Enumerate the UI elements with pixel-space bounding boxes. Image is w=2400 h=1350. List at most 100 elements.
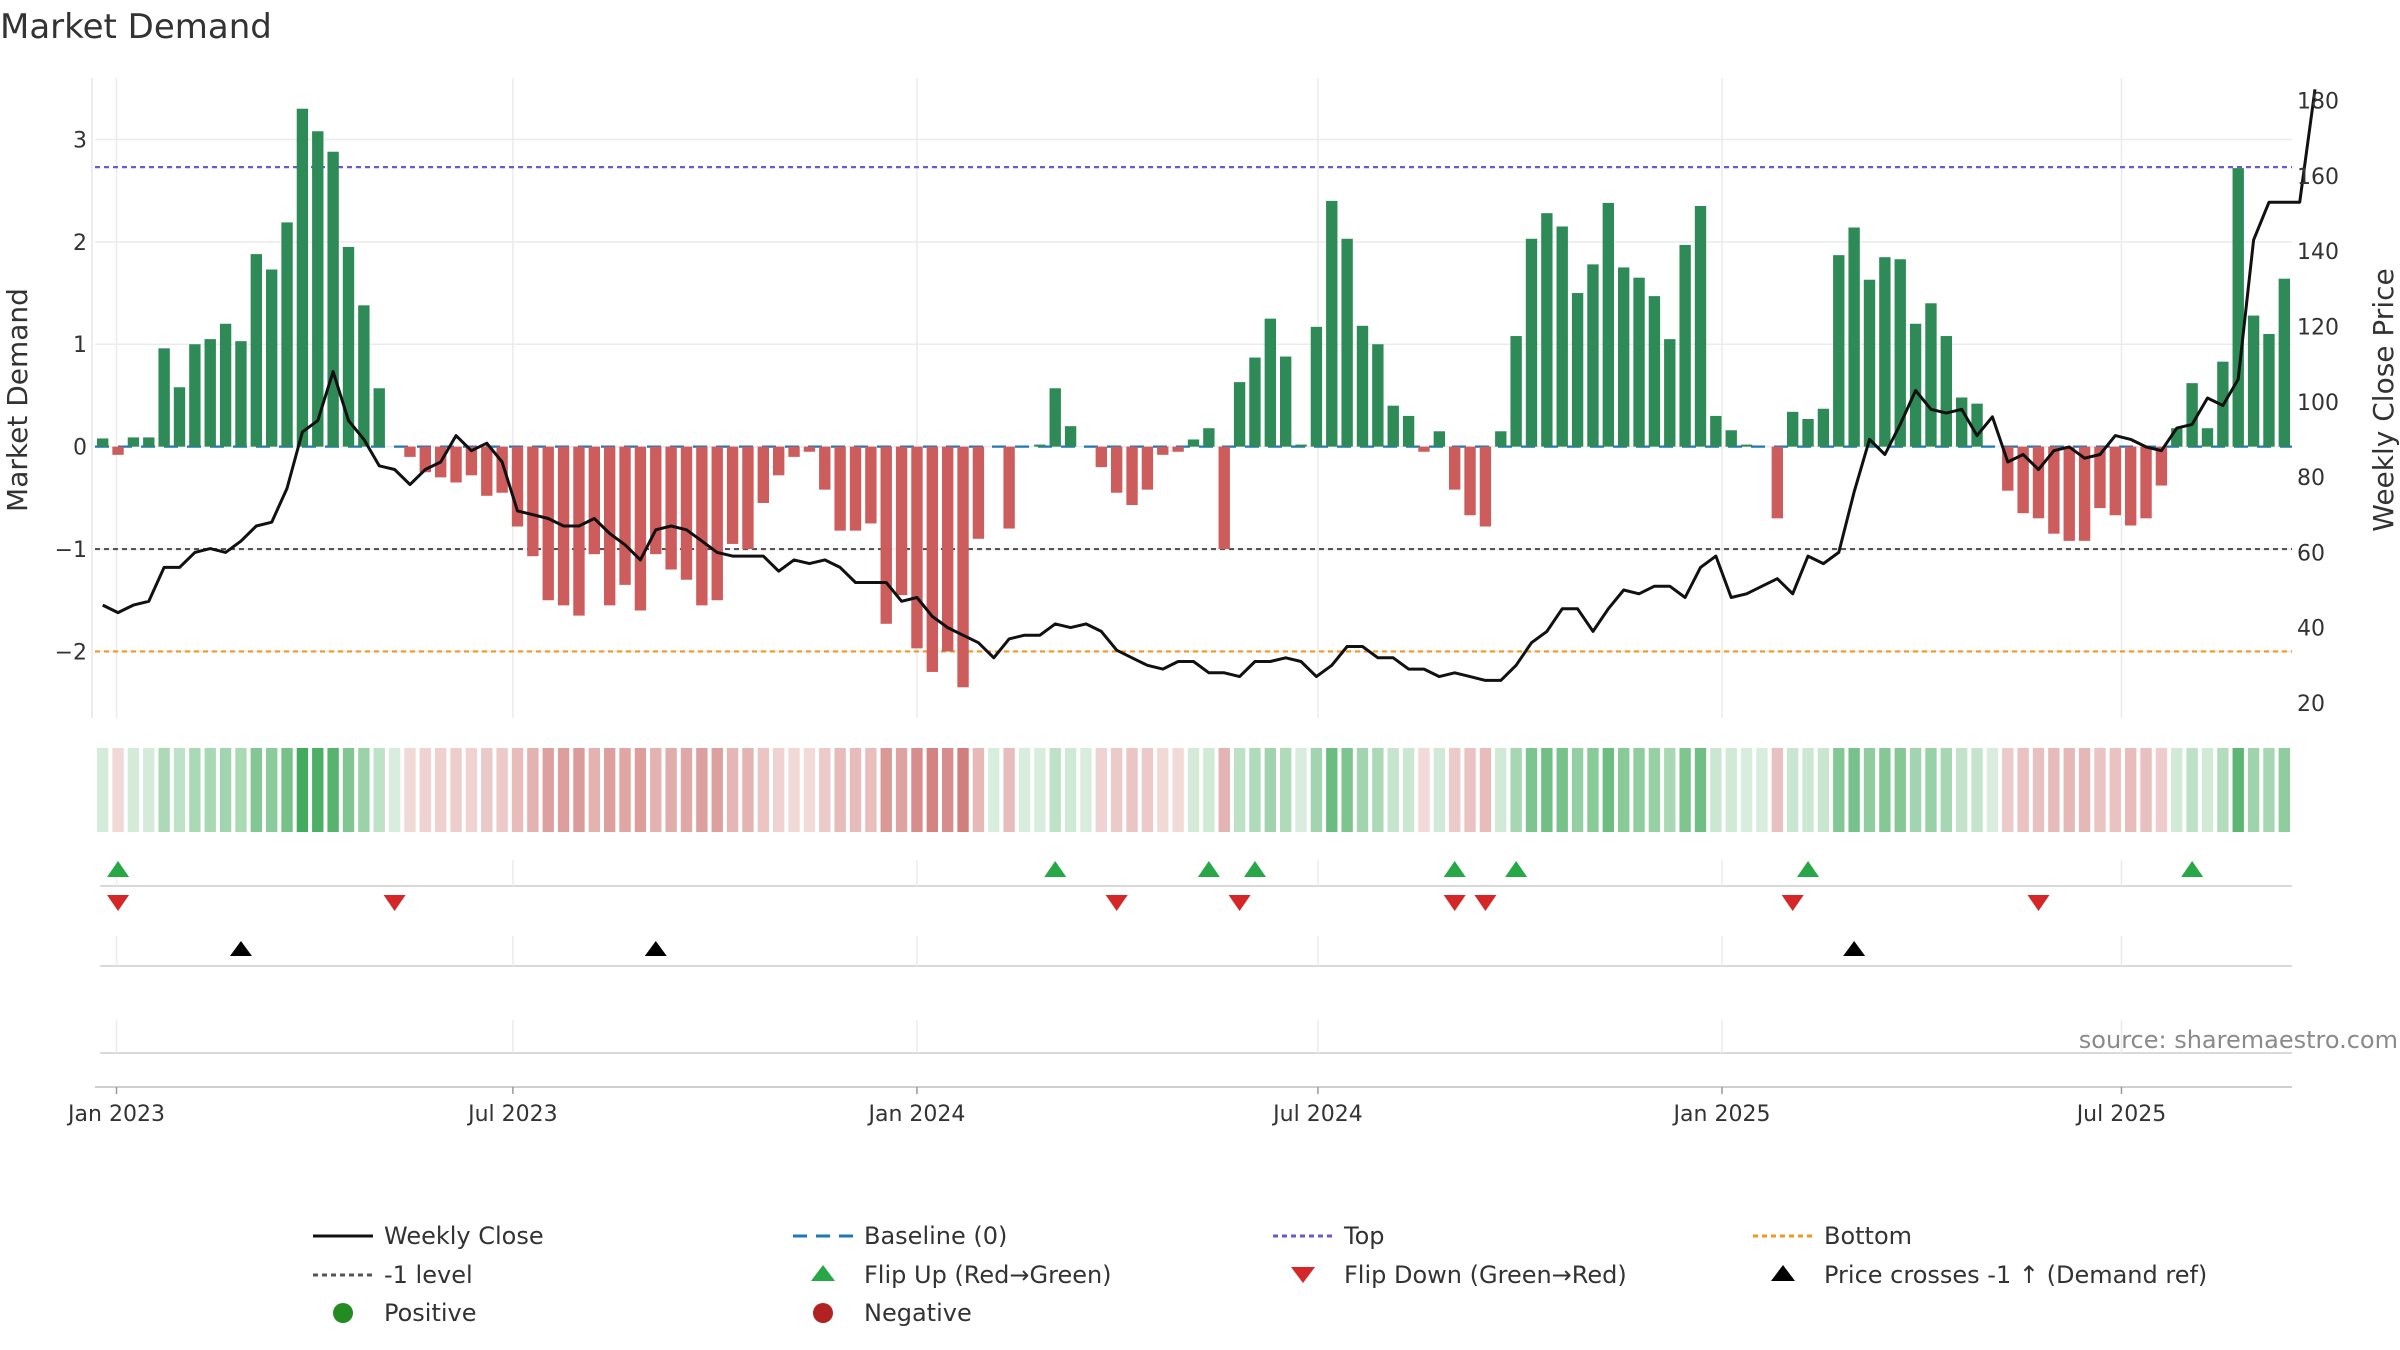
strip-cell-positive <box>96 748 109 832</box>
strip-cell-negative <box>957 748 969 832</box>
demand-bar-positive <box>204 339 216 447</box>
strip-cell-negative <box>496 748 508 832</box>
strip-cell-negative <box>711 748 723 832</box>
demand-bar-negative <box>603 446 616 606</box>
legend-flip-up-swatch <box>811 1265 835 1281</box>
strip-cell-negative <box>803 748 816 832</box>
legend-flip-down: Flip Down (Green→Red) <box>1344 1261 1627 1289</box>
strip-cell-negative <box>1141 748 1154 832</box>
strip-cell-positive <box>1786 748 1799 832</box>
demand-bar-negative <box>2032 446 2045 519</box>
demand-bar-positive <box>1495 431 1507 447</box>
demand-bar-negative <box>911 446 923 649</box>
strip-cell-positive <box>1018 748 1031 832</box>
y2-tick-label: 60 <box>2297 541 2325 566</box>
strip-cell-positive <box>1187 748 1200 832</box>
demand-bar-positive <box>1725 430 1737 447</box>
x-tick-label: Jan 2025 <box>1672 1102 1771 1127</box>
demand-bar-negative <box>404 446 416 457</box>
strip-cell-positive <box>1725 748 1737 832</box>
flip-down-marker <box>1781 895 1804 911</box>
strip-cell-positive <box>2263 748 2275 832</box>
flip-up-marker <box>1443 861 1466 877</box>
demand-bar-negative <box>496 446 508 493</box>
strip-cell-negative <box>2124 748 2137 832</box>
demand-bar-negative <box>742 446 754 550</box>
demand-bar-positive <box>1341 238 1353 447</box>
demand-bars <box>96 108 2291 688</box>
strip-cell-positive <box>1879 748 1891 832</box>
x-tick-label: Jul 2023 <box>466 1102 558 1127</box>
demand-bar-negative <box>834 446 846 531</box>
demand-bar-negative <box>2109 446 2122 516</box>
strip-cell-negative <box>619 748 631 832</box>
demand-bar-positive <box>1909 323 1922 447</box>
strip-cell-negative <box>1464 748 1476 832</box>
demand-bar-positive <box>1617 267 1630 447</box>
y-tick-label: 2 <box>73 231 87 256</box>
x-tick-label: Jan 2024 <box>867 1102 966 1127</box>
legend-price-cross-swatch <box>1771 1265 1795 1281</box>
demand-bar-negative <box>1218 446 1230 550</box>
flip-down-marker <box>107 895 130 911</box>
strip-cell-positive <box>2171 748 2183 832</box>
demand-bar-negative <box>819 446 831 490</box>
demand-bar-negative <box>1141 446 1154 490</box>
strip-cell-positive <box>1064 748 1077 832</box>
strip-cell-positive <box>1894 748 1906 832</box>
strip-cell-positive <box>1356 748 1369 832</box>
strip-cell-positive <box>158 748 170 832</box>
strip-cell-positive <box>312 748 324 832</box>
legend-positive: Positive <box>384 1299 477 1327</box>
demand-bar-negative <box>1126 446 1138 506</box>
demand-bar-negative <box>465 446 478 476</box>
strip-cell-negative <box>557 748 570 832</box>
strip-cell-negative <box>434 748 447 832</box>
strip-cell-negative <box>665 748 677 832</box>
x-tick-label: Jan 2023 <box>66 1102 165 1127</box>
flip-up-marker <box>107 861 130 877</box>
strip-cell-negative <box>650 748 662 832</box>
demand-bar-positive <box>1187 439 1200 447</box>
strip-cell-positive <box>1510 748 1522 832</box>
demand-bar-positive <box>1571 293 1584 447</box>
demand-bar-negative <box>726 446 739 544</box>
demand-bar-positive <box>2278 278 2291 447</box>
strip-cell-negative <box>450 748 462 832</box>
demand-bar-positive <box>2201 428 2214 447</box>
strip-cell-negative <box>465 748 478 832</box>
demand-bar-positive <box>312 131 324 447</box>
strip-cell-positive <box>1541 748 1553 832</box>
strip-cell-positive <box>1587 748 1599 832</box>
strip-cell-negative <box>419 748 432 832</box>
legend-baseline: Baseline (0) <box>864 1222 1007 1250</box>
strip-cell-positive <box>2247 748 2260 832</box>
demand-bar-negative <box>772 446 785 476</box>
demand-bar-positive <box>2247 315 2260 447</box>
flip-up-marker <box>2181 861 2204 877</box>
price-line-group <box>102 89 2317 682</box>
demand-bar-positive <box>1940 336 1953 447</box>
strip-cell-positive <box>327 748 339 832</box>
strip-cell-negative <box>2002 748 2014 832</box>
demand-bar-positive <box>281 222 293 447</box>
demand-bar-negative <box>1418 446 1430 452</box>
strip-cell-positive <box>1295 748 1307 832</box>
strip-cell-positive <box>1341 748 1353 832</box>
demand-bar-positive <box>1249 357 1261 447</box>
strip-cell-negative <box>911 748 923 832</box>
strip-cell-positive <box>1909 748 1922 832</box>
strip-cell-negative <box>1003 748 1015 832</box>
demand-bar-negative <box>2094 446 2106 509</box>
strip-cell-negative <box>726 748 739 832</box>
y2-tick-label: 100 <box>2297 391 2339 416</box>
demand-bar-negative <box>895 446 908 596</box>
strip-cell-negative <box>1448 748 1461 832</box>
strip-cell-negative <box>742 748 754 832</box>
demand-bar-positive <box>1863 279 1876 447</box>
demand-bar-negative <box>634 446 647 611</box>
demand-bar-negative <box>2124 446 2137 526</box>
y2-tick-label: 120 <box>2297 315 2339 340</box>
strip-cell-positive <box>1940 748 1953 832</box>
